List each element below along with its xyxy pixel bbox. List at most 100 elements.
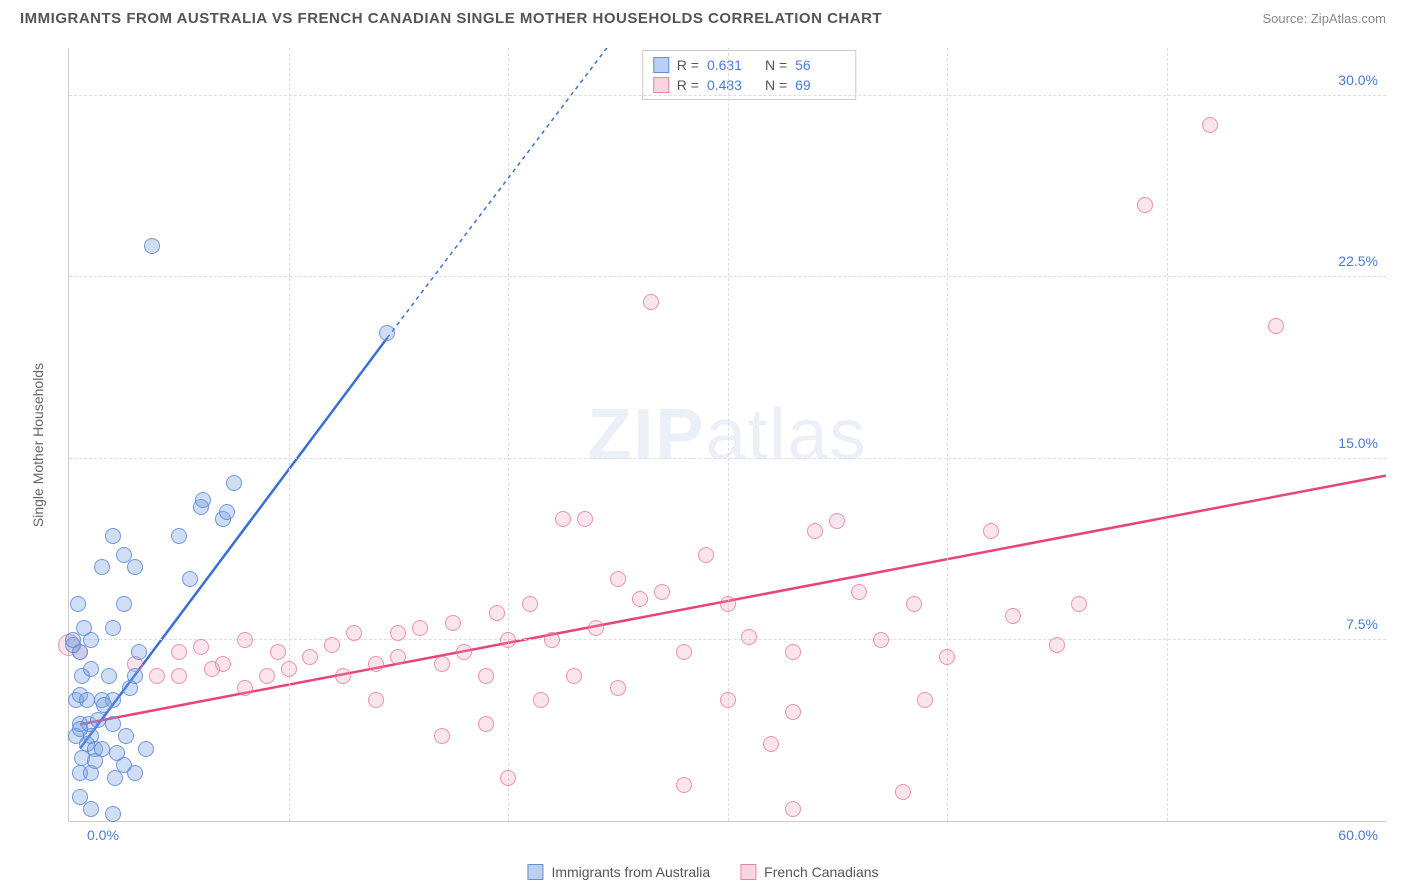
- data-point: [829, 513, 845, 529]
- legend-item-pink: French Canadians: [740, 864, 878, 880]
- data-point: [193, 639, 209, 655]
- data-point: [906, 596, 922, 612]
- data-point: [763, 736, 779, 752]
- data-point: [70, 596, 86, 612]
- data-point: [522, 596, 538, 612]
- data-point: [544, 632, 560, 648]
- data-point: [917, 692, 933, 708]
- data-point: [676, 644, 692, 660]
- data-point: [379, 325, 395, 341]
- data-point: [720, 596, 736, 612]
- data-point: [1202, 117, 1218, 133]
- gridline-v: [289, 48, 290, 821]
- data-point: [182, 571, 198, 587]
- data-point: [127, 559, 143, 575]
- swatch-blue-icon: [653, 57, 669, 73]
- data-point: [1137, 197, 1153, 213]
- gridline-v: [947, 48, 948, 821]
- data-point: [171, 644, 187, 660]
- y-axis-label: Single Mother Households: [30, 363, 46, 527]
- data-point: [566, 668, 582, 684]
- data-point: [390, 625, 406, 641]
- data-point: [324, 637, 340, 653]
- data-point: [643, 294, 659, 310]
- x-tick-max: 60.0%: [1338, 827, 1378, 843]
- data-point: [83, 661, 99, 677]
- data-point: [785, 704, 801, 720]
- data-point: [96, 697, 112, 713]
- data-point: [741, 629, 757, 645]
- data-point: [65, 632, 81, 648]
- source-label: Source: ZipAtlas.com: [1262, 11, 1386, 26]
- legend-row-pink: R = 0.483 N = 69: [653, 75, 845, 95]
- data-point: [215, 656, 231, 672]
- data-point: [1005, 608, 1021, 624]
- data-point: [676, 777, 692, 793]
- plot-area: ZIPatlas R = 0.631 N = 56 R = 0.483 N = …: [68, 48, 1386, 822]
- data-point: [445, 615, 461, 631]
- data-point: [610, 680, 626, 696]
- data-point: [500, 632, 516, 648]
- gridline-v: [1167, 48, 1168, 821]
- source-name: ZipAtlas.com: [1311, 11, 1386, 26]
- legend-row-blue: R = 0.631 N = 56: [653, 55, 845, 75]
- data-point: [368, 656, 384, 672]
- data-point: [533, 692, 549, 708]
- data-point: [122, 680, 138, 696]
- data-point: [149, 668, 165, 684]
- data-point: [118, 728, 134, 744]
- data-point: [171, 668, 187, 684]
- data-point: [698, 547, 714, 563]
- swatch-blue-icon: [527, 864, 543, 880]
- swatch-pink-icon: [653, 77, 669, 93]
- data-point: [1268, 318, 1284, 334]
- data-point: [237, 680, 253, 696]
- data-point: [555, 511, 571, 527]
- data-point: [105, 528, 121, 544]
- data-point: [500, 770, 516, 786]
- data-point: [270, 644, 286, 660]
- gridline-v: [508, 48, 509, 821]
- data-point: [127, 765, 143, 781]
- data-point: [131, 644, 147, 660]
- data-point: [1049, 637, 1065, 653]
- data-point: [478, 716, 494, 732]
- legend-item-blue: Immigrants from Australia: [527, 864, 710, 880]
- x-tick-origin: 0.0%: [87, 827, 119, 843]
- chart-container: Single Mother Households ZIPatlas R = 0.…: [48, 48, 1386, 842]
- data-point: [1071, 596, 1087, 612]
- data-point: [171, 528, 187, 544]
- data-point: [105, 716, 121, 732]
- data-point: [94, 559, 110, 575]
- data-point: [335, 668, 351, 684]
- data-point: [346, 625, 362, 641]
- data-point: [785, 801, 801, 817]
- data-point: [390, 649, 406, 665]
- data-point: [412, 620, 428, 636]
- data-point: [101, 668, 117, 684]
- data-point: [368, 692, 384, 708]
- data-point: [851, 584, 867, 600]
- data-point: [90, 712, 106, 728]
- data-point: [785, 644, 801, 660]
- data-point: [610, 571, 626, 587]
- data-point: [116, 596, 132, 612]
- data-point: [87, 753, 103, 769]
- data-point: [720, 692, 736, 708]
- y-tick-label: 22.5%: [1338, 253, 1378, 269]
- y-tick-label: 7.5%: [1346, 616, 1378, 632]
- data-point: [226, 475, 242, 491]
- data-point: [577, 511, 593, 527]
- data-point: [983, 523, 999, 539]
- data-point: [873, 632, 889, 648]
- data-point: [219, 504, 235, 520]
- chart-title: IMMIGRANTS FROM AUSTRALIA VS FRENCH CANA…: [20, 10, 882, 27]
- data-point: [895, 784, 911, 800]
- data-point: [434, 728, 450, 744]
- data-point: [138, 741, 154, 757]
- data-point: [456, 644, 472, 660]
- series-legend: Immigrants from Australia French Canadia…: [527, 864, 878, 880]
- legend-label: Immigrants from Australia: [551, 864, 710, 880]
- data-point: [302, 649, 318, 665]
- data-point: [83, 801, 99, 817]
